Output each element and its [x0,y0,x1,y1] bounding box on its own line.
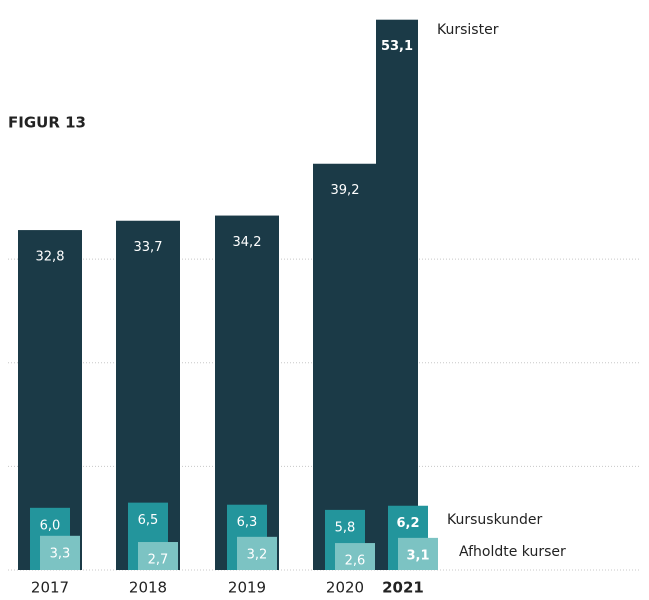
chart-title: FIGUR 13 [8,114,86,132]
bar [40,535,80,570]
value-label: 3,2 [247,547,268,562]
legend-label: Kursuskunder [447,512,542,528]
value-label: 53,1 [381,39,413,54]
bar [398,537,438,570]
value-label: 39,2 [331,183,360,198]
value-label: 2,6 [345,554,366,569]
x-tick-label: 2017 [31,579,69,597]
value-label: 6,0 [40,518,61,533]
value-label: 6,3 [237,515,258,530]
value-label: 3,1 [406,548,429,563]
bar [376,19,418,570]
value-label: 32,8 [36,250,65,265]
x-tick-label: 2019 [228,579,266,597]
value-label: 34,2 [233,235,262,250]
value-label: 2,7 [148,553,169,568]
value-label: 33,7 [134,240,163,255]
x-tick-label: 2018 [129,579,167,597]
value-label: 6,5 [138,513,159,528]
bar [313,163,377,570]
x-tick-label: 2021 [382,579,424,597]
bar [335,543,375,570]
bar [237,536,277,570]
value-label: 3,3 [50,546,71,561]
value-label: 6,2 [396,516,419,531]
x-tick-label: 2020 [326,579,364,597]
bar [138,542,178,570]
legend-label: Afholdte kurser [459,544,566,560]
legend-label: Kursister [437,22,499,38]
value-label: 5,8 [335,520,356,535]
